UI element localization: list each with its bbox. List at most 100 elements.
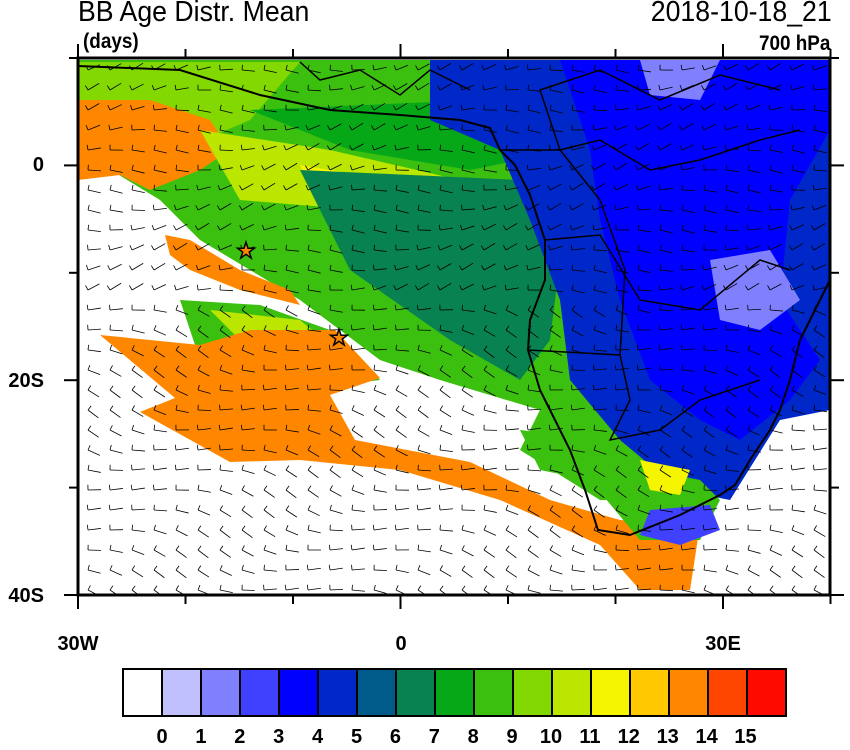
wind-barb	[175, 447, 189, 451]
wind-barb	[285, 205, 299, 211]
wind-barb-flag	[153, 304, 156, 311]
wind-barb	[571, 69, 585, 73]
wind-barb	[395, 389, 408, 397]
wind-barb-flag	[241, 284, 244, 291]
wind-barb	[571, 388, 585, 391]
wind-barb-flag	[241, 525, 246, 531]
wind-barb-flag	[480, 245, 485, 251]
wind-barb-flag	[395, 405, 400, 411]
wind-barb-flag	[351, 244, 354, 251]
wind-barb-flag	[439, 565, 443, 571]
wind-barb	[681, 429, 693, 439]
wind-barb-flag	[811, 205, 815, 211]
colorbar-label: 14	[695, 726, 718, 748]
wind-barb	[769, 349, 782, 357]
wind-barb-flag	[482, 464, 485, 471]
wind-barb	[593, 587, 607, 591]
wind-barb-flag	[217, 245, 221, 251]
axis-ticks	[64, 44, 844, 609]
wind-barb	[593, 109, 608, 112]
wind-barb	[153, 389, 166, 398]
wind-barb-flag	[483, 365, 488, 371]
wind-barb-flag	[87, 344, 90, 351]
wind-barb-flag	[701, 85, 705, 91]
wind-barb	[637, 105, 651, 111]
wind-barb	[329, 409, 343, 414]
wind-barb	[329, 489, 342, 497]
wind-barb	[417, 569, 431, 576]
wind-barb-flag	[703, 585, 707, 591]
colorbar-swatch	[670, 670, 709, 715]
wind-barb	[725, 349, 739, 354]
wind-barb-flag	[241, 564, 244, 571]
wind-barb-flag	[219, 325, 224, 331]
plume-orange-sw	[165, 235, 300, 305]
wind-barb-flag	[219, 104, 222, 111]
wind-barb-flag	[769, 565, 774, 571]
wind-barb	[307, 163, 320, 171]
colorbar-label: 10	[539, 726, 563, 748]
wind-barb	[549, 183, 562, 191]
wind-barb	[615, 108, 629, 111]
wind-barb-flag	[571, 525, 576, 531]
wind-barb	[395, 102, 408, 111]
wind-barb-flag	[483, 585, 488, 591]
wind-barb-flag	[549, 364, 552, 371]
wind-barb-flag	[130, 104, 133, 111]
wind-barb	[153, 189, 167, 192]
wind-barb	[307, 449, 320, 458]
wind-barb	[417, 469, 431, 472]
wind-barb	[637, 367, 651, 371]
wind-barb	[439, 508, 453, 511]
wind-barb-flag	[549, 464, 552, 471]
wind-barb-flag	[351, 584, 353, 591]
wind-barb	[615, 143, 628, 151]
wind-barb	[263, 588, 277, 591]
wind-barb	[87, 449, 101, 456]
wind-barb	[769, 529, 783, 534]
wind-barb-flag	[152, 464, 155, 471]
wind-barb-flag	[153, 565, 158, 571]
wind-barb-flag	[459, 285, 463, 291]
wind-barb-flag	[813, 504, 816, 511]
colorbar-swatch	[631, 670, 670, 715]
wind-barb	[219, 569, 232, 576]
wind-barb-flag	[85, 264, 89, 271]
wind-barb-flag	[769, 324, 772, 331]
wind-barb-flag	[615, 445, 619, 451]
wind-barb-flag	[371, 284, 375, 291]
wind-barb	[219, 289, 234, 292]
wind-barb-flag	[394, 524, 397, 531]
wind-barb-flag	[505, 104, 508, 111]
wind-barb-flag	[351, 224, 354, 231]
wind-barb	[373, 589, 387, 594]
wind-barb	[263, 163, 276, 171]
wind-barb	[813, 569, 825, 578]
wind-barb-flag	[768, 484, 771, 491]
wind-barb	[263, 69, 277, 74]
wind-barb-flag	[219, 545, 224, 551]
wind-barb-flag	[371, 145, 375, 151]
wind-barb-flag	[679, 85, 683, 91]
wind-barb-flag	[591, 145, 595, 151]
wind-barb-flag	[525, 205, 529, 211]
wind-barb	[131, 149, 145, 153]
wind-barb	[241, 289, 255, 293]
wind-barb-flag	[546, 205, 551, 211]
wind-barb	[813, 489, 827, 492]
wind-barb	[197, 489, 211, 493]
wind-barb	[747, 62, 760, 71]
wind-barb-flag	[395, 464, 398, 471]
wind-barb	[153, 129, 167, 132]
wind-barb-flag	[681, 384, 685, 391]
wind-barb-flag	[505, 585, 509, 591]
wind-barb-flag	[86, 304, 89, 311]
wind-barb-flag	[240, 404, 243, 411]
wind-barb-flag	[527, 305, 532, 311]
wind-barb	[153, 149, 167, 154]
wind-barb-flag	[350, 344, 353, 351]
wind-barb-flag	[527, 584, 530, 591]
wind-barb-flag	[131, 144, 134, 151]
wind-barb-flag	[549, 564, 553, 571]
coastline-west-africa	[78, 65, 830, 537]
